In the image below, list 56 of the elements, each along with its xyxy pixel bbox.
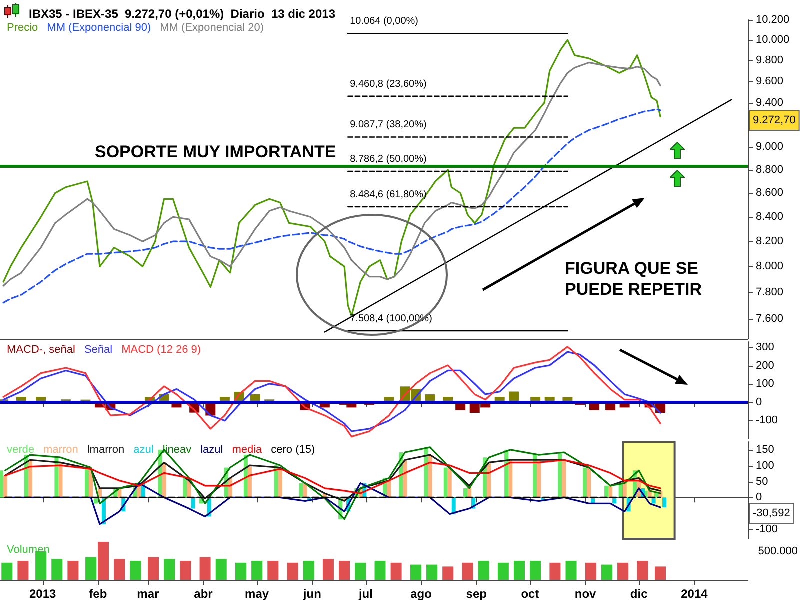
x-tick-label: nov <box>574 587 597 600</box>
y-tick-label: 9.400 <box>756 96 784 109</box>
y-tick-label: 9.800 <box>756 54 784 67</box>
text: cero (15) <box>271 444 316 456</box>
series-label: 9.460,8 (23,60%) <box>350 78 427 90</box>
series-label: lmarron <box>87 444 125 456</box>
series-label: Señal <box>84 344 113 356</box>
y-tick-label: -100 <box>756 414 778 427</box>
y-tick-label: 50 <box>756 476 768 488</box>
y-tick-label: 7.800 <box>756 286 784 298</box>
series-label: 8.786,2 (50,00%) <box>350 154 427 165</box>
text: azul <box>134 444 154 456</box>
chart-title: IBX35 - IBEX-35 9.272,70 (+0,01%) Diario 13 dic 2013 <box>29 7 336 21</box>
y-tick-label: 8.000 <box>756 260 784 273</box>
y-tick-label: 8.600 <box>756 187 784 200</box>
x-tick-label: feb <box>89 587 108 600</box>
y-tick-label: 8.200 <box>756 236 784 248</box>
y-tick-label: 10.200 <box>756 14 790 26</box>
text: 500.000 <box>758 546 798 558</box>
y-tick-label: 200 <box>756 360 774 372</box>
x-tick-label: 2013 <box>29 587 57 600</box>
text: MACD-, señal <box>7 344 76 356</box>
text: MM (Exponencial 20) <box>160 22 264 34</box>
text: MACD (12 26 9) <box>122 344 202 356</box>
y-tick-label: 7.600 <box>756 312 784 325</box>
y-tick-label: 10.000 <box>756 34 790 46</box>
y-tick-label: 9.600 <box>756 76 784 88</box>
y-tick-label: 100 <box>756 460 774 472</box>
text: Precio <box>7 22 38 34</box>
text: MM (Exponencial 90) <box>47 22 152 34</box>
x-tick-label: dic <box>630 587 648 600</box>
text: lazul <box>200 444 224 456</box>
series-label: verde <box>7 444 35 456</box>
series-label: marron <box>44 444 78 456</box>
series-label: 10.064 (0,00%) <box>350 16 419 28</box>
y-tick-label: 8.800 <box>756 164 784 176</box>
series-label: 8.484,6 (61,80%) <box>350 189 427 200</box>
x-tick-label: abr <box>194 587 214 600</box>
text: -30,592 <box>753 508 790 520</box>
y-tick-label: 100 <box>756 378 774 390</box>
y-tick-label: 150 <box>756 444 774 456</box>
series-label: lineav <box>162 444 192 456</box>
annotation: FIGURA QUE SE PUEDE REPETIR <box>565 259 704 299</box>
ref-line-label: SOPORTE MUY IMPORTANTE <box>95 142 336 162</box>
y-tick-label: 0 <box>756 492 762 504</box>
series-label: media <box>232 444 264 456</box>
y-tick-label: 300 <box>756 341 774 354</box>
x-tick-label: 2014 <box>681 587 708 600</box>
y-tick-label: 0 <box>756 396 762 408</box>
y-tick-label: -100 <box>756 523 778 536</box>
y-tick-label: 8.400 <box>756 211 784 224</box>
text: 9.272,70 <box>753 114 796 126</box>
y-tick-label: 9.000 <box>756 141 784 154</box>
series-label: 9.087,7 (38,20%) <box>350 120 427 131</box>
x-tick-label: mar <box>137 587 160 600</box>
x-tick-label: oct <box>521 587 540 600</box>
